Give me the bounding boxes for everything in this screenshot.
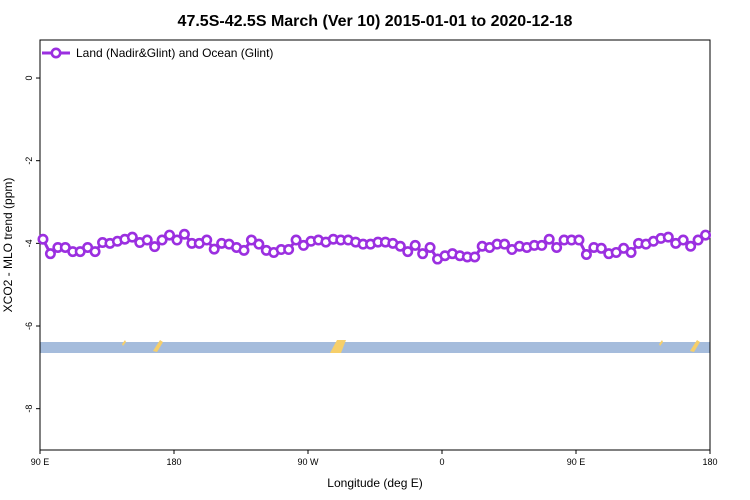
plot-frame bbox=[39, 39, 711, 451]
point bbox=[685, 240, 697, 252]
y-tick-label: -4 bbox=[24, 239, 34, 247]
point bbox=[580, 249, 592, 261]
point bbox=[409, 239, 421, 251]
point bbox=[126, 231, 138, 243]
point bbox=[253, 238, 265, 250]
x-tick-label: 0 bbox=[439, 457, 444, 467]
x-tick-label: 180 bbox=[702, 457, 717, 467]
y-tick-label: -8 bbox=[24, 405, 34, 413]
point bbox=[37, 233, 49, 245]
chart-title: 47.5S-42.5S March (Ver 10) 2015-01-01 to… bbox=[178, 13, 573, 30]
point bbox=[89, 246, 101, 258]
point bbox=[543, 233, 555, 245]
point bbox=[536, 239, 548, 251]
point bbox=[290, 234, 302, 246]
point bbox=[662, 231, 674, 243]
x-axis-label: Longitude (deg E) bbox=[327, 476, 422, 490]
land-marks bbox=[122, 340, 700, 353]
point bbox=[625, 246, 637, 258]
point bbox=[499, 238, 511, 250]
legend-marker bbox=[50, 47, 62, 59]
legend-label: Land (Nadir&Glint) and Ocean (Glint) bbox=[76, 46, 273, 60]
point bbox=[156, 234, 168, 246]
y-tick-label: 0 bbox=[24, 76, 34, 81]
point bbox=[141, 234, 153, 246]
point bbox=[283, 244, 295, 256]
point bbox=[692, 234, 704, 246]
point bbox=[700, 229, 712, 241]
point bbox=[44, 248, 56, 260]
point bbox=[417, 248, 429, 260]
point bbox=[164, 229, 176, 241]
y-tick-label: -6 bbox=[24, 322, 34, 330]
point bbox=[201, 234, 213, 246]
ocean-band bbox=[40, 342, 710, 353]
legend: Land (Nadir&Glint) and Ocean (Glint) bbox=[42, 46, 273, 60]
x-tick-label: 90 W bbox=[297, 457, 319, 467]
point bbox=[424, 241, 436, 253]
point bbox=[551, 241, 563, 253]
point bbox=[402, 246, 414, 258]
point bbox=[171, 234, 183, 246]
y-axis-label: XCO2 - MLO trend (ppm) bbox=[1, 178, 15, 313]
x-tick-label: 90 E bbox=[567, 457, 586, 467]
x-tick-label: 180 bbox=[166, 457, 181, 467]
point bbox=[573, 234, 585, 246]
x-tick-label: 90 E bbox=[31, 457, 50, 467]
point bbox=[677, 234, 689, 246]
point bbox=[149, 241, 161, 253]
point bbox=[595, 242, 607, 254]
y-tick-label: -2 bbox=[24, 157, 34, 165]
point bbox=[469, 251, 481, 263]
point bbox=[238, 244, 250, 256]
point bbox=[208, 243, 220, 255]
point bbox=[394, 240, 406, 252]
point bbox=[178, 228, 190, 240]
